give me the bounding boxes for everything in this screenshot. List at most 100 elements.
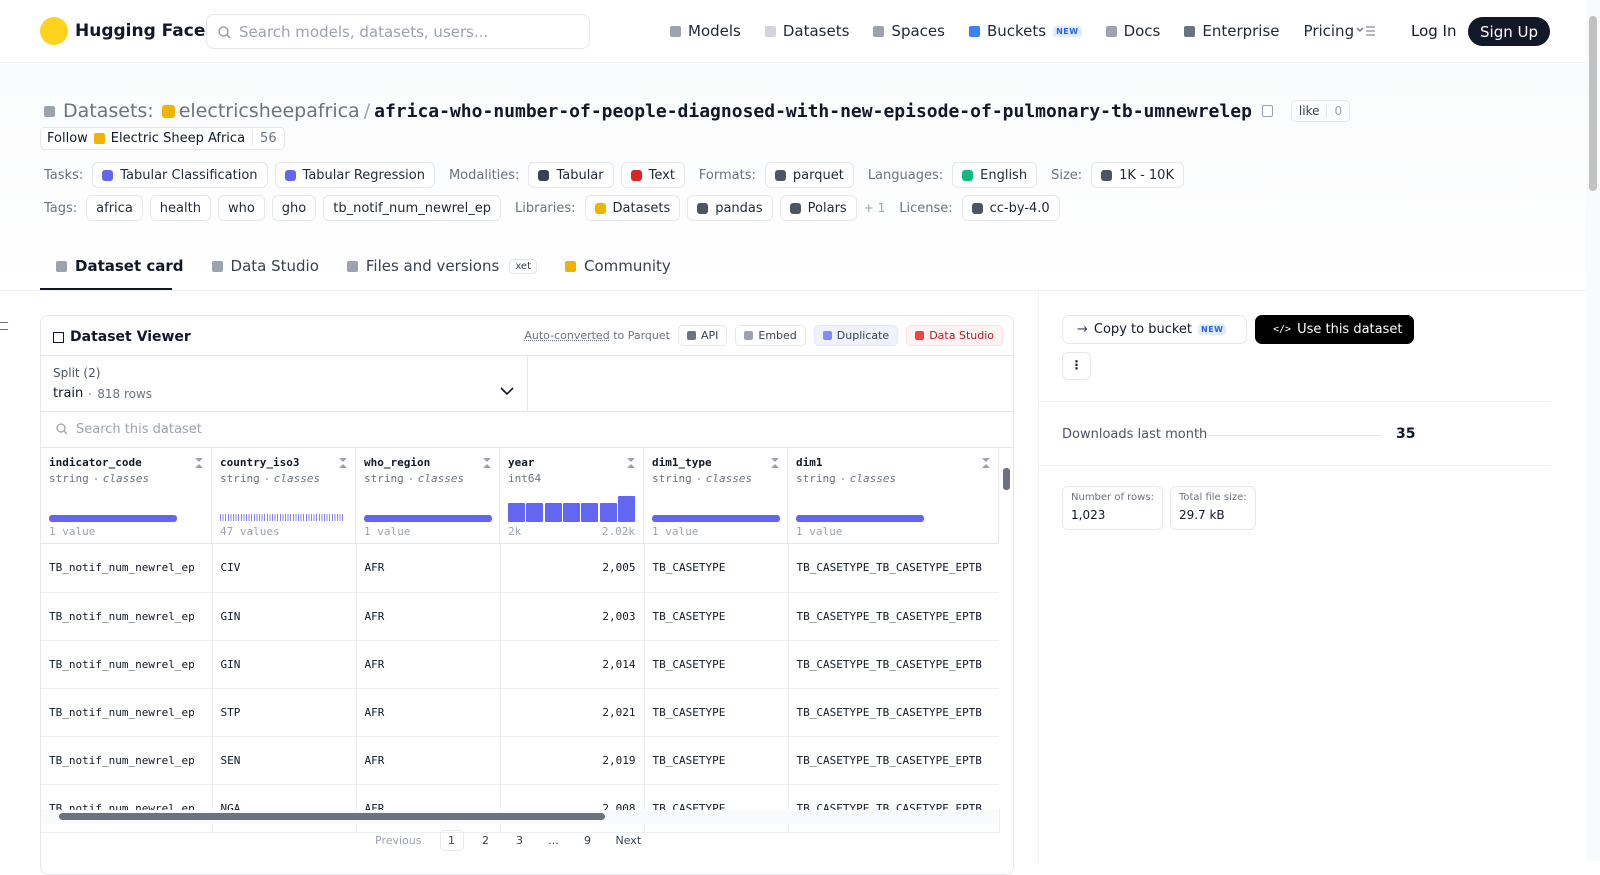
sort-icon[interactable]: [982, 458, 990, 468]
nav-link[interactable]: Pricing: [1304, 22, 1355, 40]
tag-chip[interactable]: africa: [86, 195, 143, 221]
pager-next[interactable]: Next: [616, 834, 642, 847]
meta-label: Tasks:: [44, 168, 83, 183]
split-select[interactable]: train 818 rows: [53, 386, 152, 401]
logo[interactable]: [40, 17, 68, 45]
column-header[interactable]: country_iso3 string classes 47 values: [212, 448, 356, 543]
column-header[interactable]: dim1 string classes 1 value: [788, 448, 999, 543]
tag-chip[interactable]: pandas: [687, 195, 772, 221]
tag-chip[interactable]: cc-by-4.0: [962, 195, 1060, 221]
v-scroll-thumb[interactable]: [1003, 468, 1010, 490]
category-bar: [652, 515, 780, 522]
follow-button[interactable]: Follow Electric Sheep Africa 56: [40, 127, 285, 150]
action-text: API: [701, 329, 718, 342]
section[interactable]: Datasets:: [63, 100, 154, 122]
nav-link[interactable]: Models: [670, 22, 741, 40]
tag-chip[interactable]: English: [952, 162, 1037, 188]
chevron[interactable]: [500, 387, 514, 396]
sort-icon[interactable]: [627, 458, 635, 468]
pager-page[interactable]: 3: [508, 834, 532, 847]
owner[interactable]: electricsheepafrica: [179, 100, 360, 122]
tag-chip[interactable]: gho: [272, 195, 316, 221]
table-cell: AFR: [356, 592, 500, 640]
tag-chip[interactable]: health: [150, 195, 211, 221]
nav-link[interactable]: Enterprise: [1184, 22, 1279, 40]
pager-prev[interactable]: Previous: [361, 834, 422, 847]
sort-icon[interactable]: [771, 458, 779, 468]
sort-icon[interactable]: [483, 458, 491, 468]
histogram-bar[interactable]: [545, 503, 562, 522]
copy-icon[interactable]: [1262, 105, 1273, 117]
tag-chip[interactable]: Tabular Regression: [275, 162, 435, 188]
more-tags[interactable]: + 1: [864, 201, 886, 215]
histogram-bar[interactable]: [508, 503, 525, 522]
tag-icon: [595, 203, 606, 214]
nav-link-text: Datasets: [783, 22, 850, 40]
h-scroll-thumb[interactable]: [59, 813, 605, 820]
toc-toggle[interactable]: [0, 322, 8, 330]
pager-page[interactable]: 1: [440, 830, 464, 851]
tab[interactable]: Dataset card: [56, 257, 184, 275]
like-button[interactable]: like 0: [1291, 100, 1350, 122]
tag-chip[interactable]: Tabular: [528, 162, 613, 188]
tag-chip[interactable]: who: [218, 195, 265, 221]
tag-chip[interactable]: Datasets: [585, 195, 681, 221]
signup[interactable]: Sign Up: [1468, 17, 1550, 46]
category-bar: [796, 515, 924, 522]
dot: [89, 393, 91, 395]
page-scrollbar[interactable]: [1586, 0, 1600, 861]
pager-page[interactable]: 9: [576, 834, 600, 847]
viewer-action[interactable]: Data Studio: [906, 325, 1003, 346]
rule: [1039, 401, 1549, 402]
column-header[interactable]: year int64 2k 2.02k: [500, 448, 644, 543]
auto-converted[interactable]: Auto-converted: [524, 329, 609, 342]
histogram-bar[interactable]: [526, 503, 543, 522]
column-header[interactable]: who_region string classes 1 value: [356, 448, 500, 543]
nav-link[interactable]: Buckets NEW: [969, 22, 1082, 40]
tab[interactable]: Community: [565, 257, 671, 275]
search-box[interactable]: Search models, datasets, users...: [206, 14, 590, 49]
histogram-bar[interactable]: [618, 496, 635, 522]
nav-link[interactable]: Datasets: [765, 22, 850, 40]
brand[interactable]: Hugging Face: [75, 21, 205, 41]
use-dataset[interactable]: </> Use this dataset: [1255, 315, 1414, 344]
tab[interactable]: Data Studio: [212, 257, 319, 275]
viewer-action[interactable]: Embed: [735, 325, 805, 346]
column-header[interactable]: indicator_code string classes 1 value: [41, 448, 212, 543]
dataset-search[interactable]: Search this dataset: [76, 422, 202, 437]
pager-page[interactable]: 2: [474, 834, 498, 847]
login[interactable]: Log In: [1411, 22, 1457, 40]
more-button[interactable]: ⋮: [1062, 352, 1091, 380]
tag-chip[interactable]: Tabular Classification: [92, 162, 267, 188]
table-cell: TB_notif_num_newrel_ep: [41, 736, 212, 784]
tag-text: who: [228, 201, 255, 216]
repo-name[interactable]: africa-who-number-of-people-diagnosed-wi…: [374, 101, 1252, 122]
h-scrollbar[interactable]: [41, 810, 999, 824]
menu-icon[interactable]: [1356, 26, 1376, 36]
tab[interactable]: Files and versions xet: [347, 257, 537, 275]
tag-chip[interactable]: tb_notif_num_newrel_ep: [323, 195, 501, 221]
meta-label: Languages:: [868, 168, 943, 183]
v-scrollbar[interactable]: [999, 448, 1014, 808]
tag-chip[interactable]: parquet: [765, 162, 854, 188]
tag-chip[interactable]: Polars: [780, 195, 857, 221]
histogram-bar[interactable]: [563, 503, 580, 522]
tag-chip[interactable]: Text: [621, 162, 685, 188]
histogram-bar[interactable]: [600, 503, 617, 522]
tab-text: Dataset card: [75, 257, 184, 275]
tag-chip[interactable]: 1K - 10K: [1091, 162, 1184, 188]
column-header[interactable]: dim1_type string classes 1 value: [644, 448, 788, 543]
viewer-action[interactable]: API: [678, 325, 727, 346]
sort-icon[interactable]: [195, 458, 203, 468]
dot: [410, 478, 412, 480]
copy-to-bucket[interactable]: → Copy to bucket NEW: [1062, 315, 1247, 344]
sort-icon[interactable]: [339, 458, 347, 468]
dot: [266, 478, 268, 480]
downloads-label: Downloads last month: [1062, 427, 1207, 442]
pager-page[interactable]: ...: [542, 834, 566, 847]
page-scroll-thumb[interactable]: [1589, 16, 1597, 191]
nav-link[interactable]: Spaces: [873, 22, 945, 40]
viewer-action[interactable]: Duplicate: [814, 325, 898, 346]
nav-link[interactable]: Docs: [1106, 22, 1161, 40]
histogram-bar[interactable]: [581, 503, 598, 522]
